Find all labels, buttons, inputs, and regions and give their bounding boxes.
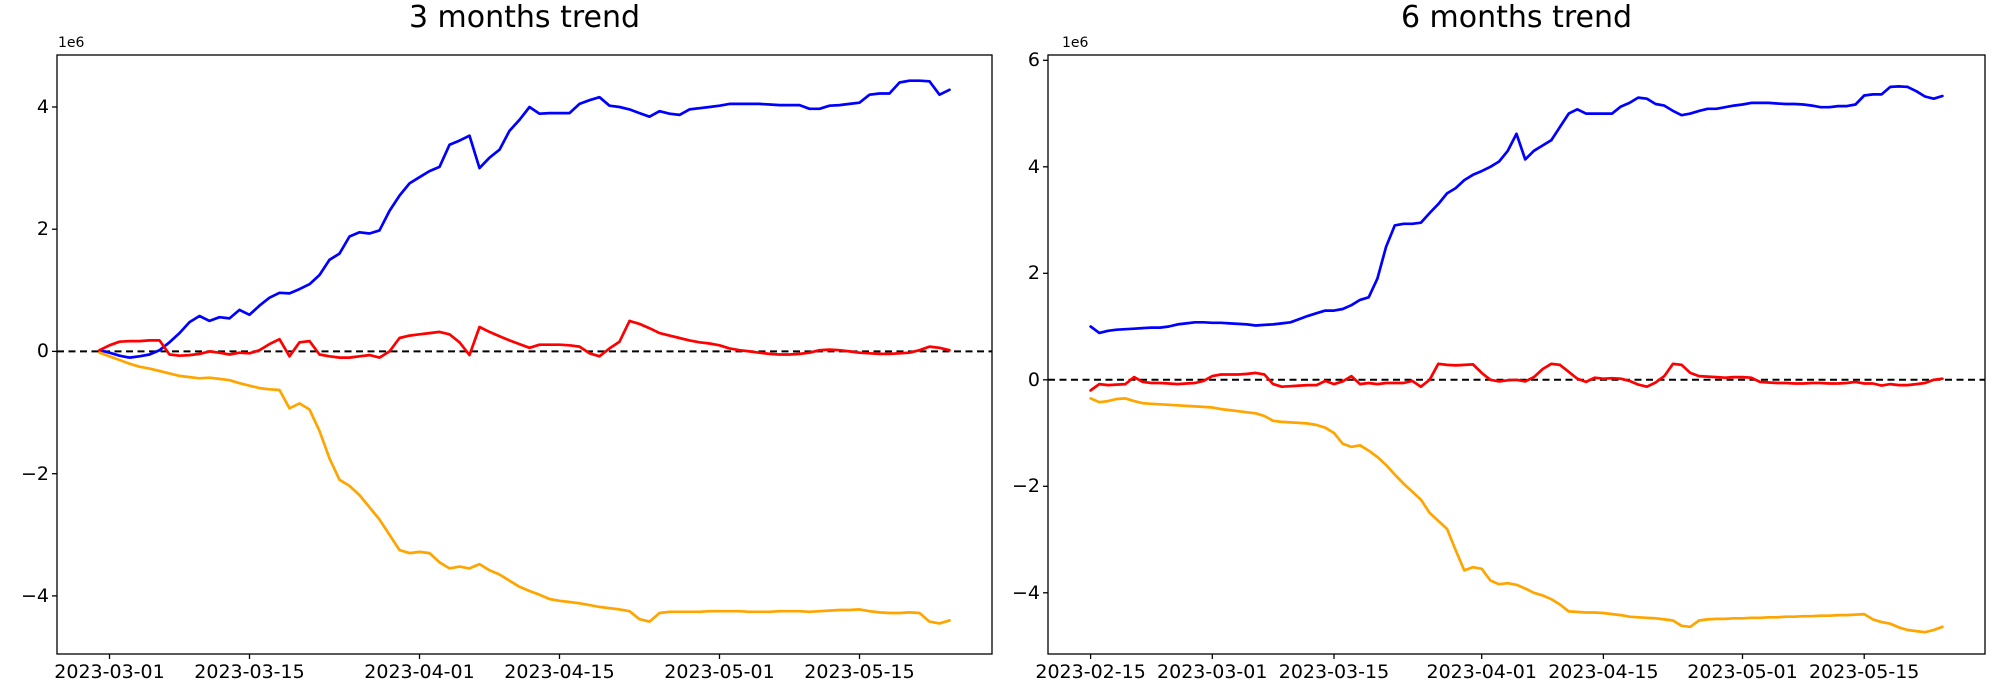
axes-spines: [56, 54, 993, 655]
axes-spines: [1047, 54, 1986, 655]
series-line-red: [98, 319, 951, 359]
x-tick-label: 2023-03-01: [1157, 661, 1268, 683]
x-tick-label: 2023-05-15: [804, 661, 915, 683]
y-tick-label: −4: [1011, 581, 1040, 604]
x-tick-label: 2023-05-01: [1687, 661, 1798, 683]
chart-title-3-months: 3 months trend: [408, 0, 641, 35]
series-line-blue: [1089, 85, 1944, 335]
x-tick-label: 2023-03-15: [194, 661, 305, 683]
y-tick-label: 4: [36, 95, 49, 118]
y-tick-label: 6: [1027, 49, 1040, 72]
y-tick-label: 2: [1027, 262, 1040, 285]
x-tick-label: 2023-03-01: [54, 661, 165, 683]
y-tick-label: 4: [1027, 155, 1040, 178]
y-tick-label: −2: [20, 462, 49, 485]
y-tick-label: 2: [36, 218, 49, 241]
x-tick-label: 2023-04-15: [504, 661, 615, 683]
series-line-orange: [98, 351, 951, 625]
x-tick-label: 2023-03-15: [1278, 661, 1390, 683]
chart-title-6-months: 6 months trend: [1400, 0, 1633, 35]
x-tick-label: 2023-04-01: [1426, 661, 1537, 683]
x-tick-label: 2023-05-01: [664, 661, 775, 683]
series-line-orange: [1089, 397, 1944, 634]
series-line-red: [1089, 362, 1944, 392]
y-tick-label: 0: [36, 340, 49, 363]
y-axis-offset-label: 1e6: [58, 35, 85, 51]
y-axis-offset-label: 1e6: [1062, 35, 1089, 51]
y-tick-label: −2: [1011, 475, 1040, 498]
x-tick-label: 2023-04-01: [364, 661, 475, 683]
x-tick-label: 2023-05-15: [1808, 661, 1920, 683]
x-tick-label: 2023-04-15: [1548, 661, 1659, 683]
y-tick-label: 0: [1027, 368, 1040, 391]
series-line-blue: [98, 79, 951, 359]
y-tick-label: −4: [20, 584, 49, 607]
x-tick-label: 2023-02-15: [1035, 661, 1146, 683]
